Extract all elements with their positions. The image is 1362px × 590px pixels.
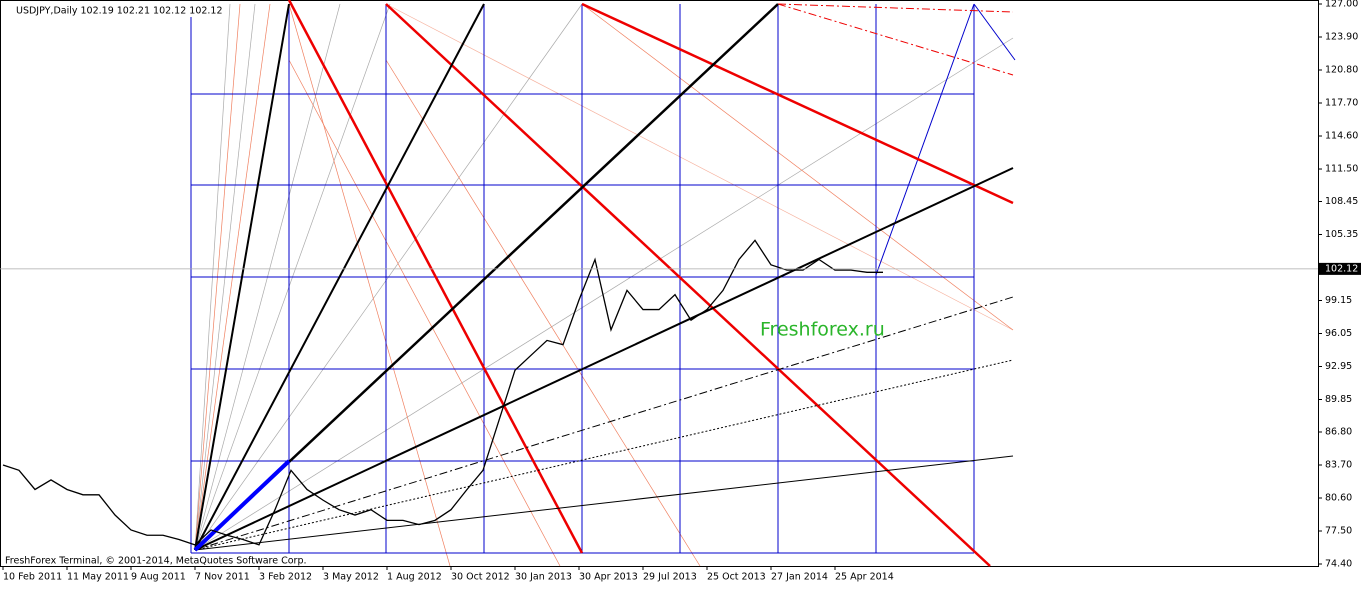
y-tick-label: 86.80 xyxy=(1325,426,1352,437)
y-tick-label: 77.50 xyxy=(1325,525,1352,536)
title-bg xyxy=(4,4,204,17)
y-tick-label: 74.40 xyxy=(1325,559,1352,570)
y-tick-label: 127.00 xyxy=(1325,0,1358,10)
price-line xyxy=(2,239,883,546)
x-tick-label: 7 Nov 2011 xyxy=(195,572,250,583)
x-tick-label: 30 Apr 2013 xyxy=(579,572,638,583)
footer: FreshForex Terminal, © 2001-2014, MetaQu… xyxy=(5,556,307,567)
x-tick-label: 30 Jan 2013 xyxy=(515,572,572,583)
x-tick-label: 27 Jan 2014 xyxy=(771,572,828,583)
gann-drawings xyxy=(190,0,1016,567)
y-tick-label: 83.70 xyxy=(1325,459,1352,470)
last-price-label: 102.12 xyxy=(1325,263,1358,274)
y-tick-label: 108.45 xyxy=(1325,196,1358,207)
x-tick-label: 29 Jul 2013 xyxy=(643,572,697,583)
y-tick-label: 123.90 xyxy=(1325,32,1358,43)
chart-title: USDJPY,Daily 102.19 102.21 102.12 102.12 xyxy=(16,6,223,17)
x-tick-label: 25 Oct 2013 xyxy=(707,572,766,583)
y-tick-label: 96.05 xyxy=(1325,328,1352,339)
y-tick-label: 99.15 xyxy=(1325,295,1352,306)
x-tick-label: 9 Aug 2011 xyxy=(131,572,186,583)
last-price-box xyxy=(1319,262,1361,275)
y-tick-label: 114.60 xyxy=(1325,131,1358,142)
x-tick-label: 3 May 2012 xyxy=(323,572,379,583)
y-tick-label: 117.70 xyxy=(1325,98,1358,109)
y-tick-label: 80.60 xyxy=(1325,492,1352,503)
y-tick-label: 92.95 xyxy=(1325,361,1352,372)
x-tick-label: 10 Feb 2011 xyxy=(3,572,62,583)
watermark: Freshforex.ru xyxy=(760,319,885,341)
x-tick-label: 25 Apr 2014 xyxy=(835,572,894,583)
y-tick-label: 120.80 xyxy=(1325,65,1358,76)
x-tick-label: 1 Aug 2012 xyxy=(387,572,442,583)
x-tick-label: 30 Oct 2012 xyxy=(451,572,510,583)
y-tick-label: 105.35 xyxy=(1325,229,1358,240)
x-tick-label: 3 Feb 2012 xyxy=(259,572,312,583)
x-tick-label: 11 May 2011 xyxy=(67,572,129,583)
plot-frame xyxy=(0,0,1319,567)
y-tick-label: 89.85 xyxy=(1325,394,1352,405)
y-tick-label: 111.50 xyxy=(1325,164,1358,175)
